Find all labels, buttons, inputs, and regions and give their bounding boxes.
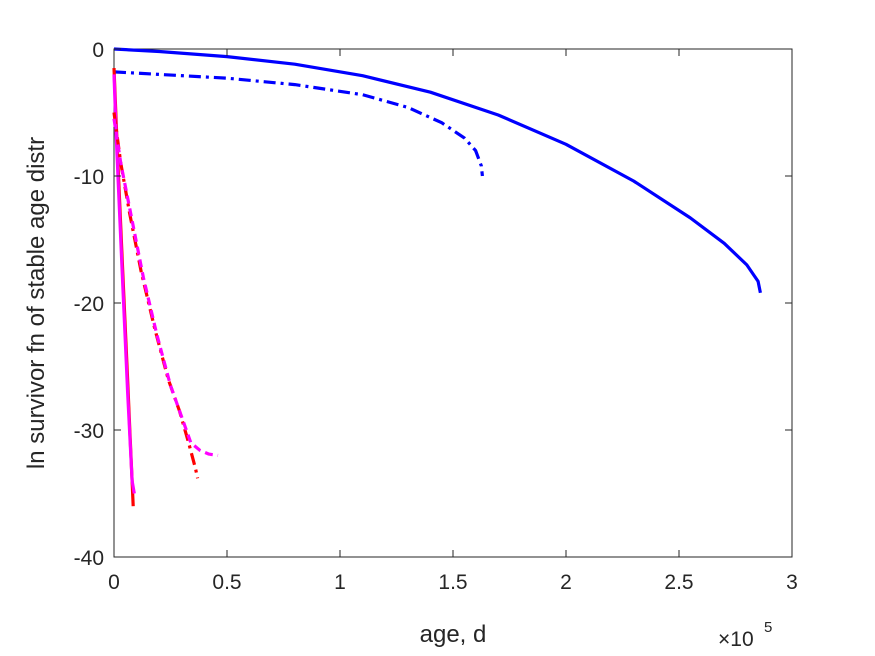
x-tick-label: 2.5: [664, 571, 693, 594]
y-tick-label: 0: [92, 39, 104, 62]
x-exponent: ×10 5: [718, 619, 772, 651]
x-tick-label: 1: [334, 571, 346, 594]
y-tick-label: -40: [74, 547, 104, 570]
y-tick-label: -20: [74, 293, 104, 316]
x-tick-label: 2: [560, 571, 572, 594]
series-layer: [112, 47, 762, 507]
x-exponent-base: ×10: [718, 628, 754, 651]
x-exponent-power: 5: [764, 619, 772, 636]
x-tick-label: 3: [786, 571, 798, 594]
y-tick-label: -10: [74, 166, 104, 189]
series-line-6: [112, 118, 219, 457]
x-tick-label: 1.5: [438, 571, 467, 594]
x-tick-label: 0: [108, 571, 120, 594]
y-tick-label: -30: [74, 420, 104, 443]
x-tick-label: 0.5: [212, 571, 241, 594]
x-axis-label: age, d: [420, 621, 487, 648]
plot-area: [113, 48, 793, 558]
series-line-1: [113, 47, 762, 294]
y-axis-label: ln survivor fn of stable age distr: [23, 137, 50, 469]
tick-layer: 0 0.5 1 1.5 2 2.5 3 0 -10 -20 -30 -40: [74, 39, 798, 594]
series-line-2: [113, 70, 484, 177]
